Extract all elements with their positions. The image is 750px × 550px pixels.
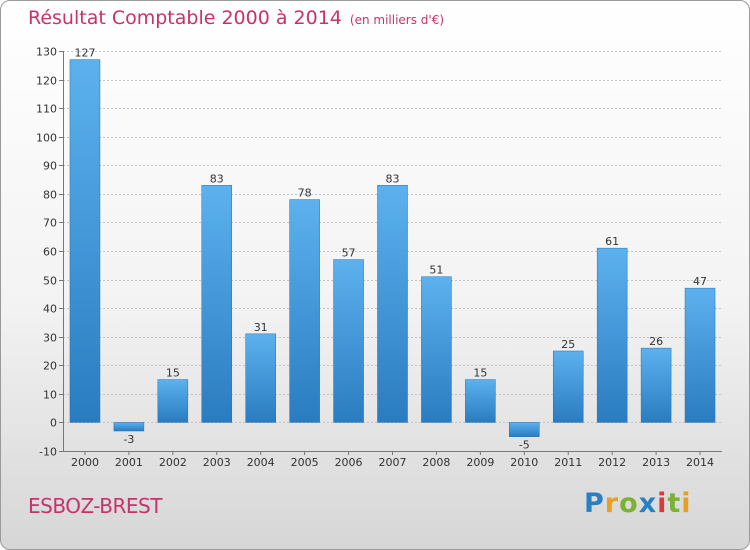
value-label-2011: 25	[561, 338, 575, 351]
y-tick-label: -10	[39, 446, 57, 459]
x-tick-label-2009: 2009	[466, 456, 494, 469]
bar-2006	[333, 259, 364, 423]
x-tick-label-2012: 2012	[598, 456, 626, 469]
bar-2000	[69, 59, 101, 423]
bar-2010	[509, 422, 540, 437]
y-tick-label: 120	[36, 75, 57, 88]
x-tick-label-2007: 2007	[379, 456, 407, 469]
x-tick-label-2000: 2000	[71, 456, 99, 469]
x-tick-label-2008: 2008	[422, 456, 450, 469]
value-label-2010: -5	[519, 439, 530, 452]
y-tick-label: 90	[43, 160, 57, 173]
value-label-2014: 47	[693, 275, 707, 288]
y-tick-label: 130	[36, 46, 57, 59]
y-tick-label: 60	[43, 246, 57, 259]
x-tick-label-2005: 2005	[291, 456, 319, 469]
value-label-2001: -3	[123, 433, 134, 446]
y-tick-label: 0	[50, 417, 57, 430]
value-label-2000: 127	[74, 47, 95, 60]
bar-2005	[289, 199, 320, 423]
x-tick-label-2001: 2001	[115, 456, 143, 469]
y-tick-label: 100	[36, 132, 57, 145]
x-tick-label-2006: 2006	[335, 456, 363, 469]
bar-2011	[552, 350, 584, 423]
x-tick-label-2003: 2003	[203, 456, 231, 469]
bar-2008	[421, 276, 452, 423]
value-label-2012: 61	[605, 235, 619, 248]
value-label-2002: 15	[166, 367, 180, 380]
commune-name: ESBOZ-BREST	[28, 494, 162, 518]
x-tick-label-2014: 2014	[686, 456, 714, 469]
y-tick-label: 10	[43, 389, 57, 402]
proxiti-logo: Proxiti	[584, 488, 692, 519]
x-tick-label-2004: 2004	[247, 456, 275, 469]
value-label-2013: 26	[649, 335, 663, 348]
y-tick-label: 70	[43, 217, 57, 230]
value-label-2003: 83	[210, 172, 224, 185]
value-label-2009: 15	[473, 367, 487, 380]
bar-2013	[640, 347, 672, 423]
y-tick-label: 20	[43, 360, 57, 373]
chart-subtitle: (en milliers d'€)	[349, 13, 445, 27]
x-tick-label-2011: 2011	[554, 456, 582, 469]
y-tick-label: 110	[36, 103, 57, 116]
bar-2014	[684, 287, 716, 423]
chart-title: Résultat Comptable 2000 à 2014 (en millie…	[28, 7, 444, 29]
x-tick-label-2002: 2002	[159, 456, 187, 469]
bar-2007	[377, 185, 408, 423]
bar-2009	[465, 379, 496, 423]
bar-2004	[245, 333, 276, 423]
y-tick-label: 50	[43, 275, 57, 288]
chart-title-text: Résultat Comptable 2000 à 2014	[28, 7, 342, 29]
y-tick-label: 30	[43, 332, 57, 345]
value-label-2007: 83	[386, 172, 400, 185]
value-label-2008: 51	[429, 264, 443, 277]
value-label-2005: 78	[298, 187, 312, 200]
bar-2001	[113, 422, 145, 432]
y-tick-label: 80	[43, 189, 57, 202]
bar-2003	[201, 185, 233, 423]
x-tick-label-2010: 2010	[510, 456, 538, 469]
value-label-2006: 57	[342, 247, 356, 260]
y-tick-label: 40	[43, 303, 57, 316]
bar-2012	[596, 247, 628, 423]
bar-2002	[157, 379, 189, 423]
value-label-2004: 31	[254, 321, 268, 334]
x-tick-label-2013: 2013	[642, 456, 670, 469]
